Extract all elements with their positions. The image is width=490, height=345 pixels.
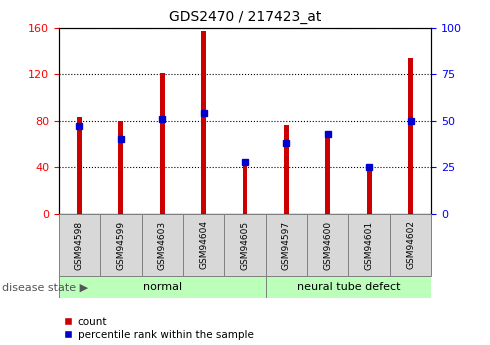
Text: neural tube defect: neural tube defect <box>296 282 400 292</box>
Bar <box>160 73 165 214</box>
Text: GSM94605: GSM94605 <box>241 220 249 269</box>
Bar <box>367 170 371 214</box>
FancyBboxPatch shape <box>100 214 142 276</box>
FancyBboxPatch shape <box>224 214 266 276</box>
FancyBboxPatch shape <box>59 214 100 276</box>
FancyBboxPatch shape <box>183 214 224 276</box>
Bar <box>201 31 206 214</box>
FancyBboxPatch shape <box>390 214 431 276</box>
Text: GSM94602: GSM94602 <box>406 220 415 269</box>
FancyBboxPatch shape <box>59 276 266 298</box>
FancyBboxPatch shape <box>266 214 307 276</box>
FancyBboxPatch shape <box>348 214 390 276</box>
Text: GSM94601: GSM94601 <box>365 220 374 269</box>
Text: GSM94597: GSM94597 <box>282 220 291 269</box>
Bar <box>408 58 413 214</box>
Legend: count, percentile rank within the sample: count, percentile rank within the sample <box>64 317 253 340</box>
Bar <box>77 117 82 214</box>
Text: normal: normal <box>143 282 182 292</box>
FancyBboxPatch shape <box>266 276 431 298</box>
FancyBboxPatch shape <box>142 214 183 276</box>
Bar <box>284 125 289 214</box>
Bar <box>243 164 247 214</box>
Bar <box>325 135 330 214</box>
Bar <box>119 121 123 214</box>
Text: GSM94603: GSM94603 <box>158 220 167 269</box>
Text: GSM94604: GSM94604 <box>199 220 208 269</box>
Text: GSM94600: GSM94600 <box>323 220 332 269</box>
Text: GSM94598: GSM94598 <box>75 220 84 269</box>
FancyBboxPatch shape <box>307 214 348 276</box>
Text: GSM94599: GSM94599 <box>116 220 125 269</box>
Text: GDS2470 / 217423_at: GDS2470 / 217423_at <box>169 10 321 24</box>
Text: disease state ▶: disease state ▶ <box>2 283 89 293</box>
